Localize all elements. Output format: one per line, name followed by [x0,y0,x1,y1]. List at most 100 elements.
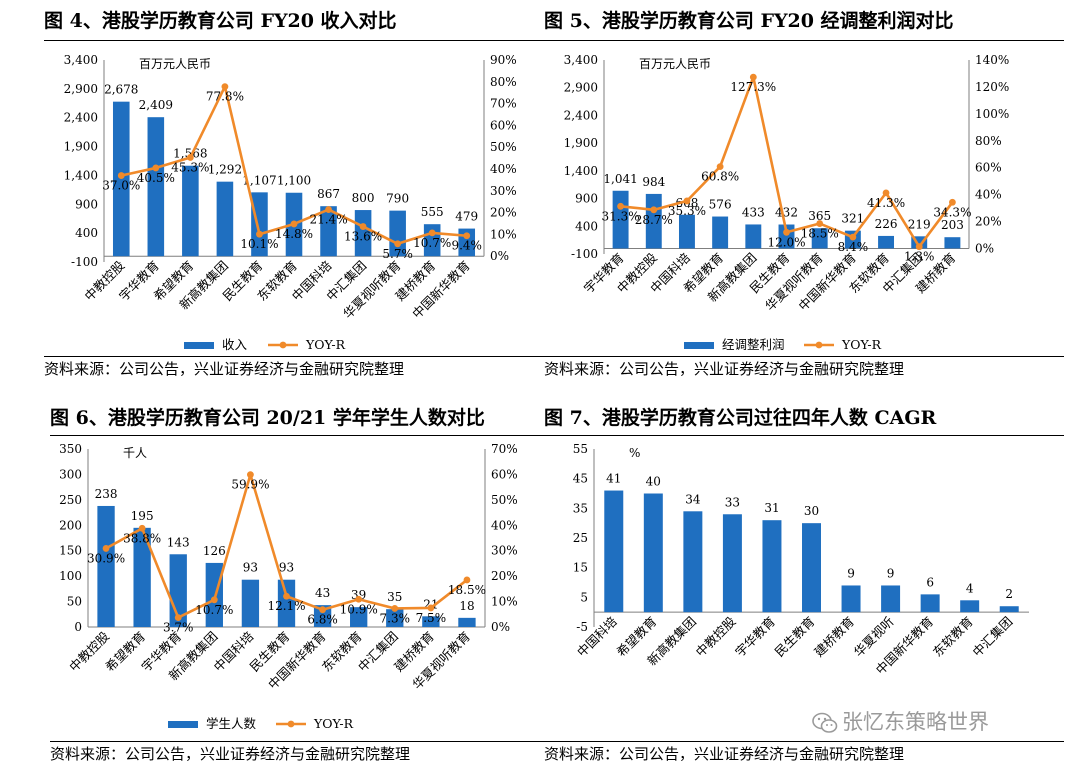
figure-5-top-rule [544,40,1064,41]
fig5-y2-tick-label: 0% [975,241,994,255]
fig6-bar [241,579,260,627]
fig7-y-tick-label: 35 [573,501,588,515]
fig4-yoy-label: 5.7% [382,247,413,261]
fig5-yoy-label: 31.3% [602,209,640,223]
fig5-bar-value-label: 1,041 [603,172,637,186]
fig6-y-tick-label: 100 [59,569,82,583]
fig6-yoy-label: 18.5% [448,583,486,597]
fig5-bar-value-label: 984 [642,175,665,189]
figure-5-bottom-rule [544,356,1064,357]
fig6-legend-line-marker [287,720,295,728]
fig4-yoy-label: 77.8% [206,90,244,104]
fig5-yoy-label: 18.5% [801,227,839,241]
fig5-legend-line-marker [815,341,823,349]
fig7-bar-value-label: 9 [847,566,855,580]
fig6-yoy-label: 30.9% [87,551,125,565]
figure-7-bottom-rule [544,741,1064,742]
fig6-y-tick-label: 0 [74,620,82,634]
fig7-bar [881,585,901,613]
fig7-category-label: 宇华教育 [732,614,778,660]
fig7-bar-value-label: 9 [887,566,895,580]
fig6-y-tick-label: 300 [59,467,82,481]
fig5-bar [612,190,629,249]
fig6-bar-value-label: 39 [351,588,366,602]
fig5-yoy-label: 60.8% [701,170,739,184]
fig6-bar-value-label: 126 [203,544,226,558]
fig6-yoy-point [319,606,326,614]
fig4-y2-tick-label: 10% [490,227,517,241]
wechat-icon [812,712,838,733]
fig5-bar-value-label: 365 [808,209,831,223]
fig5-y-tick-label: 2,900 [564,81,598,95]
fig5-bar [745,224,762,249]
fig4-bar-value-label: 2,409 [139,98,173,112]
watermark-text: 张忆东策略世界 [842,710,989,734]
fig6-yoy-point [138,524,146,532]
fig4-yoy-label: 14.8% [275,227,313,241]
fig4-bar-value-label: 2,678 [104,83,138,97]
fig4-yoy-label: 40.5% [137,171,175,185]
fig5-legend-bar-label: 经调整利润 [722,337,785,352]
fig5-bar-value-label: 576 [709,198,732,212]
fig7-category-label: 中教控股 [693,613,739,659]
fig7-bar-value-label: 33 [725,495,740,509]
fig4-yoy-label: 9.4% [451,239,482,253]
figure-4-chart: 百万元人民币 -100 400 900 1,400 1,900 2,400 2,900 3,40… [64,53,517,352]
fig6-yoy-point [102,545,110,552]
fig6-yoy-point [463,576,471,584]
fig4-bar-value-label: 1,568 [173,147,207,161]
fig4-yoy-label: 21.4% [309,213,347,227]
fig7-bar-value-label: 31 [764,501,779,515]
fig6-y2-tick-label: 60% [491,467,518,481]
fig7-bar-value-label: 40 [646,475,661,489]
fig7-y-tick-label: 5 [580,590,588,604]
figure-6-top-rule [50,435,570,436]
fig6-bar-value-label: 35 [387,590,402,604]
fig4-legend-bar-swatch [184,342,214,349]
fig6-bar [458,617,476,627]
fig4-bar-value-label: 479 [455,210,478,224]
fig5-yoy-point [650,206,658,214]
fig6-bar-value-label: 18 [459,599,474,613]
fig4-y-tick-label: 3,400 [64,53,98,67]
fig7-category-label: 民生教育 [772,614,818,660]
fig4-y-tick-label: 2,900 [64,82,98,96]
fig4-y-tick-label: 400 [75,226,98,240]
fig5-yoy-point [849,233,857,241]
fig5-y2-tick-label: 80% [975,134,1002,148]
fig4-bar-value-label: 555 [421,205,444,219]
fig6-yoy-label: 3.7% [163,621,194,635]
fig6-y-tick-label: 350 [59,442,82,456]
fig4-bar-value-label: 1,100 [277,174,311,188]
fig5-yoy-label: 28.7% [635,213,673,227]
fig4-yoy-label: 13.6% [344,230,382,244]
fig4-yoy-point [117,172,125,179]
fig6-bar-value-label: 43 [315,586,330,600]
fig5-yoy-point [915,243,923,251]
fig6-y2-tick-label: 70% [491,442,518,456]
fig5-yoy-point [783,228,790,236]
fig4-y2-tick-label: 80% [490,75,517,89]
fig6-yoy-label: 7.3% [380,611,411,625]
fig5-bar-value-label: 433 [742,205,765,219]
fig6-yoy-point [174,614,182,621]
figure-7-title: 图 7、港股学历教育公司过往四年人数 CAGR [544,407,937,429]
fig6-bar [350,607,368,627]
fig6-legend-bar-label: 学生人数 [206,716,257,731]
fig7-bar-value-label: 34 [685,492,701,506]
fig4-bar [182,165,199,257]
fig4-bar [251,192,268,257]
fig7-category-label: 建桥教育 [811,614,857,660]
fig4-yoy-point [325,206,332,213]
fig5-bar [678,214,695,249]
fig6-y2-tick-label: 10% [491,595,518,609]
fig5-y-tick-label: -100 [571,247,598,261]
fig5-y2-tick-label: 140% [975,53,1009,67]
fig4-yoy-point [221,83,229,90]
fig4-y-tick-label: 2,400 [64,111,98,125]
fig4-yoy-label: 37.0% [102,179,140,193]
fig5-y2-tick-label: 60% [975,161,1002,175]
fig7-unit-label: % [629,446,640,460]
fig6-bar [386,609,404,627]
fig4-y-tick-label: 900 [75,197,98,211]
